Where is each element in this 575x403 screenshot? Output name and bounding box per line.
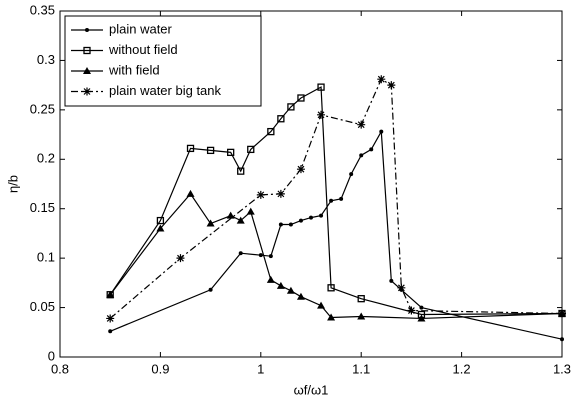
marker <box>296 292 305 300</box>
marker <box>389 278 394 283</box>
marker <box>359 153 364 158</box>
marker <box>558 309 566 318</box>
y-tick-label: 0.15 <box>30 200 55 215</box>
marker <box>349 172 354 177</box>
marker <box>267 127 275 136</box>
marker <box>246 207 255 215</box>
marker <box>319 213 324 218</box>
marker <box>268 254 273 259</box>
x-tick-label: 1.3 <box>553 361 571 376</box>
marker <box>419 305 424 310</box>
legend-label: without field <box>108 42 178 57</box>
marker <box>227 148 235 157</box>
marker <box>258 253 263 258</box>
marker <box>407 306 416 315</box>
marker <box>357 312 366 320</box>
marker <box>226 211 235 219</box>
marker <box>176 254 185 263</box>
marker <box>357 295 365 303</box>
marker <box>327 284 335 292</box>
marker <box>106 314 115 323</box>
marker <box>277 115 285 123</box>
marker <box>186 144 195 153</box>
marker <box>369 147 374 152</box>
x-tick-label: 0.9 <box>151 361 169 376</box>
marker <box>309 215 313 220</box>
x-tick-label: 1 <box>257 361 264 376</box>
marker <box>256 190 265 199</box>
y-tick-label: 0.35 <box>30 2 55 17</box>
marker <box>186 189 195 197</box>
marker <box>276 189 285 198</box>
legend-label: plain water big tank <box>109 83 222 98</box>
y-tick-label: 0.1 <box>37 250 55 265</box>
marker <box>206 146 215 155</box>
y-tick-label: 0.2 <box>37 151 55 166</box>
marker <box>278 222 283 227</box>
marker <box>276 281 285 289</box>
marker <box>238 251 243 256</box>
marker <box>327 313 336 321</box>
marker <box>387 81 396 90</box>
marker <box>397 283 406 292</box>
marker <box>247 145 255 154</box>
series-line <box>109 129 563 340</box>
y-tick-label: 0.3 <box>37 52 55 67</box>
marker <box>377 75 386 84</box>
marker <box>208 287 213 292</box>
marker <box>296 165 305 174</box>
y-tick-label: 0.05 <box>30 299 55 314</box>
marker <box>236 216 245 224</box>
marker <box>156 216 165 225</box>
marker <box>297 94 305 102</box>
x-tick-label: 1.2 <box>453 361 471 376</box>
marker <box>206 219 215 227</box>
marker <box>266 275 275 283</box>
marker <box>156 224 165 232</box>
marker <box>298 218 303 223</box>
marker <box>417 314 426 322</box>
marker <box>317 83 325 91</box>
series-line <box>109 192 563 320</box>
x-tick-label: 0.8 <box>51 361 69 376</box>
marker <box>379 129 384 134</box>
marker <box>83 87 91 96</box>
marker <box>339 196 344 201</box>
y-tick-label: 0.25 <box>30 101 55 116</box>
marker <box>287 103 295 111</box>
marker <box>288 222 293 227</box>
y-tick-label: 0 <box>48 348 55 363</box>
plot-frame <box>59 10 563 358</box>
x-tick-label: 1.1 <box>352 361 370 376</box>
marker <box>83 46 91 55</box>
y-axis-label: η/b <box>5 175 20 193</box>
legend-label: with field <box>108 62 160 77</box>
marker <box>108 329 113 334</box>
marker <box>237 167 245 175</box>
marker <box>83 67 91 74</box>
x-axis-label: ωf/ω1 <box>294 382 329 397</box>
series-line <box>109 86 563 316</box>
marker <box>357 120 366 129</box>
marker <box>329 198 334 203</box>
marker <box>560 337 564 342</box>
marker <box>286 286 295 294</box>
marker <box>106 290 115 298</box>
legend-label: plain water <box>109 21 173 36</box>
series-line <box>109 78 563 319</box>
marker <box>317 301 326 309</box>
marker <box>85 28 89 32</box>
marker <box>317 110 326 119</box>
